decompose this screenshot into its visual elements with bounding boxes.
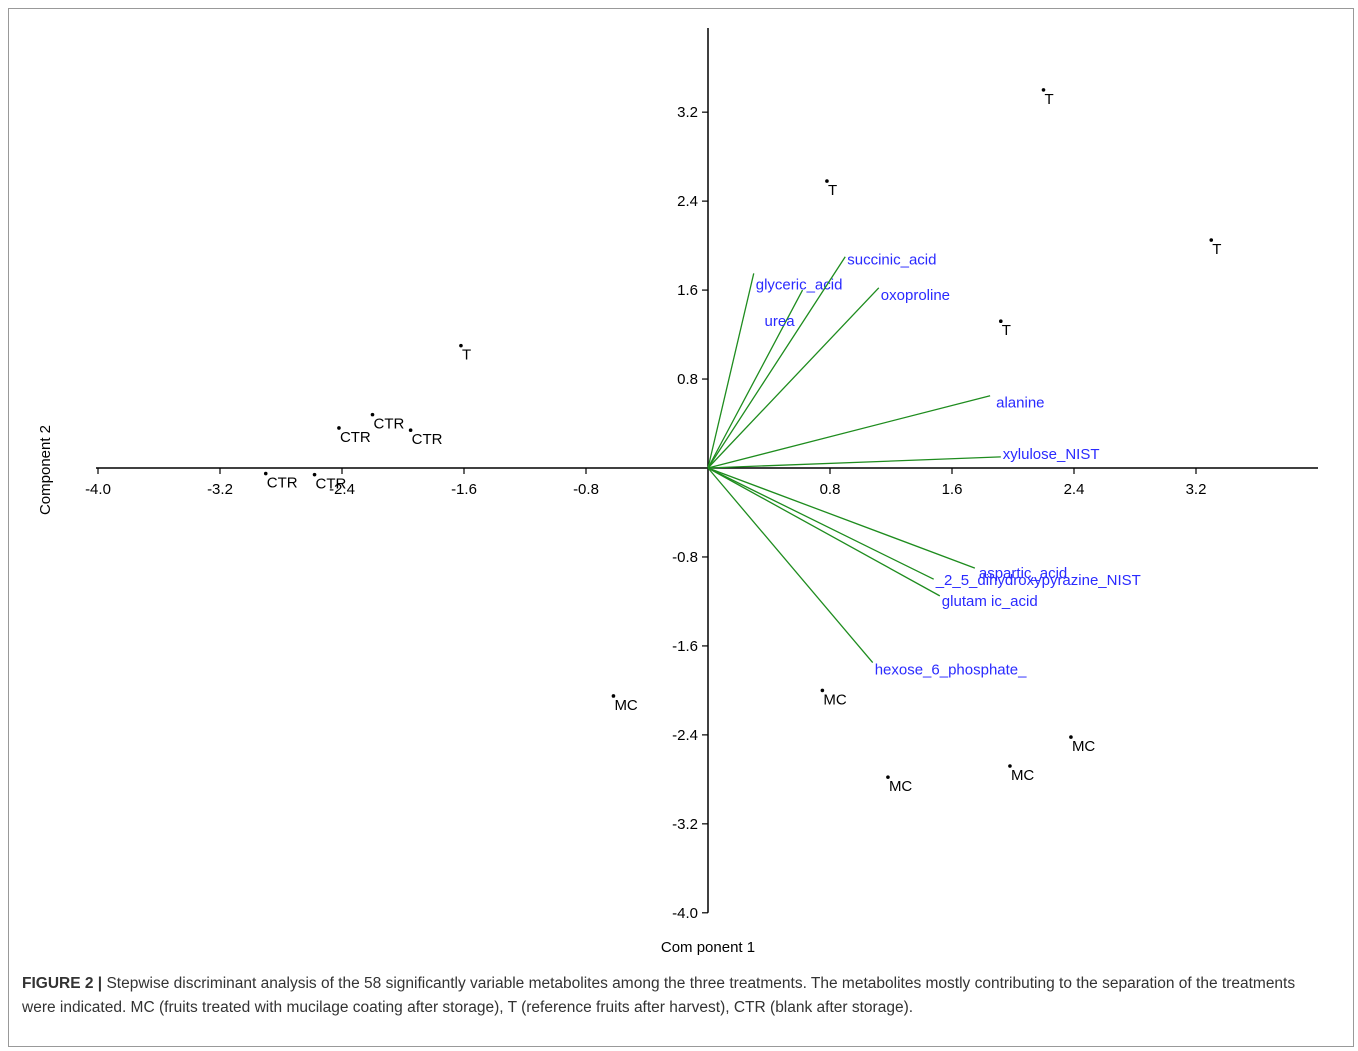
score-point [1069, 735, 1073, 739]
x-axis-label: Com ponent 1 [661, 939, 755, 956]
vector-label: aspartic_acid [979, 565, 1067, 582]
x-tick-label: -1.6 [451, 481, 477, 498]
score-point [1041, 88, 1046, 92]
y-tick-label: 3.2 [677, 104, 698, 121]
x-tick-label: -2.4 [329, 481, 355, 498]
point-label: MC [1072, 738, 1095, 755]
loading-vector [707, 467, 976, 569]
point-label: CTR [412, 431, 443, 448]
x-tick-label: -3.2 [207, 481, 233, 498]
vector-label: urea [765, 313, 796, 330]
point-label: CTR [340, 429, 371, 446]
point-label: T [1045, 91, 1054, 108]
vector-label: glyceric_acid [756, 276, 843, 293]
score-point [312, 472, 317, 477]
y-tick-label: -1.6 [672, 638, 698, 655]
discriminant-plot: -4.0 -3.2 -2.4 -1.6 -0.8 0.8 1.6 2.4 3.2 3.2 2.4 1.… [37, 28, 1318, 956]
point-label: CTR [374, 416, 405, 433]
score-point [825, 179, 829, 183]
score-point [999, 319, 1003, 324]
point-label: CTR [316, 476, 347, 493]
loading-vector [707, 395, 991, 469]
caption-label: FIGURE 2 | [22, 975, 103, 992]
point-label: MC [1011, 767, 1034, 784]
loading-vector [707, 287, 880, 469]
loading-vector [707, 467, 934, 580]
vector-label: hexose_6_phosphate_ [875, 662, 1027, 679]
axes: -4.0 -3.2 -2.4 -1.6 -0.8 0.8 1.6 2.4 3.2 3.2 2.4 1.… [85, 28, 1318, 922]
point-label: MC [823, 691, 846, 708]
point-label: MC [889, 778, 912, 795]
point-label: T [462, 347, 471, 364]
y-tick-label: -0.8 [672, 549, 698, 566]
point-label: T [1002, 322, 1011, 339]
y-tick-label: -3.2 [672, 816, 698, 833]
loading-vector [707, 467, 941, 597]
vector-label: oxoproline [881, 287, 950, 304]
score-point [1008, 764, 1012, 768]
y-tick-label: 1.6 [677, 282, 698, 299]
vector-label: succinic_acid [847, 252, 936, 269]
vector-label: alanine [996, 395, 1044, 412]
score-point [1209, 238, 1214, 242]
figure-caption: FIGURE 2 | Stepwise discriminant analysi… [22, 972, 1322, 1020]
y-tick-label: 2.4 [677, 193, 698, 210]
y-tick-label: -2.4 [672, 727, 698, 744]
vector-label: _2_5_dihydroxypyrazine_NIST [935, 572, 1141, 589]
vector-label: glutam ic_acid [942, 593, 1038, 610]
x-tick-label: -4.0 [85, 481, 111, 498]
y-tick-label: -4.0 [672, 905, 698, 922]
point-label: MC [614, 697, 637, 714]
x-tick-label: -0.8 [573, 481, 599, 498]
loading-vector [707, 273, 755, 469]
x-tick-label: 2.4 [1064, 481, 1085, 498]
score-point [263, 471, 268, 476]
caption-text: Stepwise discriminant analysis of the 58… [22, 975, 1296, 1016]
score-point [337, 426, 341, 430]
score-point [408, 428, 413, 432]
point-label: T [828, 182, 837, 199]
loading-vector [707, 256, 846, 469]
y-tick-label: 0.8 [677, 371, 698, 388]
figure-frame [8, 8, 1354, 1047]
loading-vector [707, 456, 1001, 469]
point-label: T [1212, 241, 1221, 258]
score-point [611, 694, 616, 698]
x-tick-label: 3.2 [1186, 481, 1207, 498]
score-point [459, 343, 463, 348]
loading-vector [707, 467, 874, 664]
point-label: CTR [267, 475, 298, 492]
vector-label: xylulose_NIST [1003, 446, 1100, 463]
score-point [370, 412, 375, 417]
loading-vector [707, 289, 804, 469]
y-axis-label: Component 2 [37, 425, 54, 515]
score-point [886, 775, 890, 779]
score-point [820, 688, 825, 693]
x-tick-label: 0.8 [820, 481, 841, 498]
x-tick-label: 1.6 [942, 481, 963, 498]
